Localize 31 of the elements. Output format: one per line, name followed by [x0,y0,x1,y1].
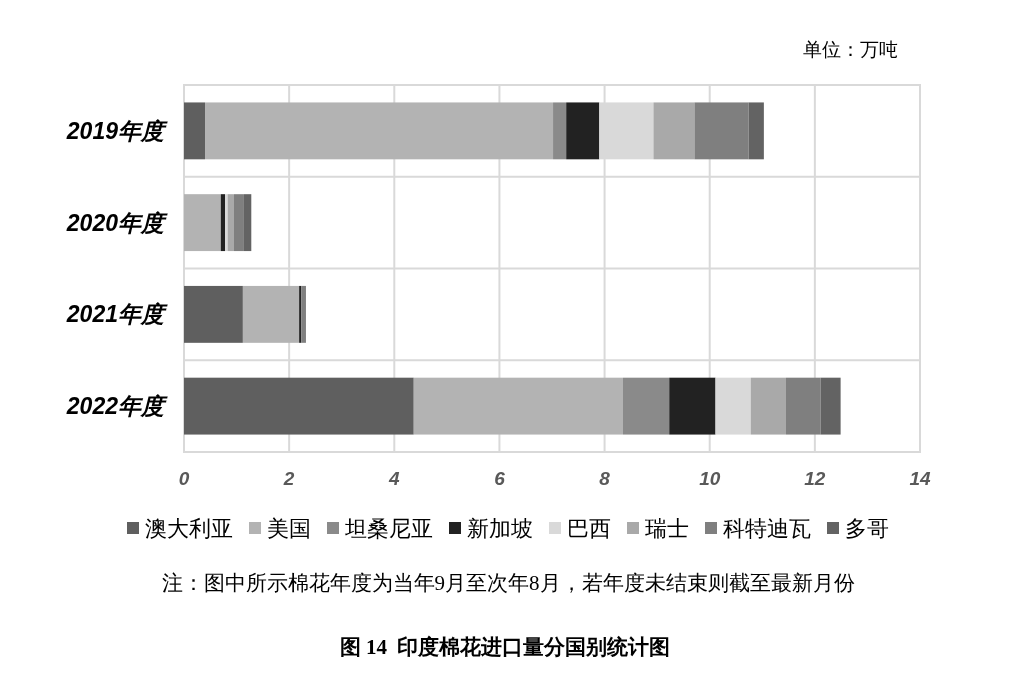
x-tick-label: 2 [282,468,295,489]
y-tick-label: 2019年度 [65,117,168,144]
legend-label: 科特迪瓦 [723,516,811,541]
legend-label: 坦桑尼亚 [344,516,433,541]
title: 图 14 印度棉花进口量分国别统计图 [339,635,671,659]
x-tick-label: 12 [804,468,826,489]
legend-label: 瑞士 [645,516,689,541]
legend-label: 美国 [267,516,311,541]
x-tick-label: 0 [178,468,190,489]
annotation: 注：图中所示棉花年度为当年9月至次年8月，若年度未结束则截至最新月份 [161,571,855,595]
legend-label: 多哥 [845,516,889,541]
legend-label: 澳大利亚 [145,516,233,541]
legend-item: 美国 [249,516,311,541]
y-tick-label: 2020年度 [65,209,168,236]
legend-item: 新加坡 [449,516,533,541]
y-tick-label: 2022年度 [65,393,168,420]
x-tick-label: 4 [388,468,400,489]
x-tick-label: 14 [909,468,931,489]
y-tick-label: 2021年度 [65,301,168,328]
annotation: 单位：万吨 [803,39,898,60]
legend-item: 多哥 [827,516,889,541]
x-tick-label: 6 [494,468,506,489]
legend-item: 澳大利亚 [127,516,233,541]
legend-item: 瑞士 [627,516,689,541]
x-tick-label: 10 [699,468,721,489]
legend-item: 坦桑尼亚 [327,516,433,541]
legend-label: 新加坡 [467,516,533,541]
legend-label: 巴西 [567,516,611,541]
legend-item: 巴西 [549,516,611,541]
legend-item: 科特迪瓦 [705,516,811,541]
x-tick-label: 8 [599,468,611,489]
